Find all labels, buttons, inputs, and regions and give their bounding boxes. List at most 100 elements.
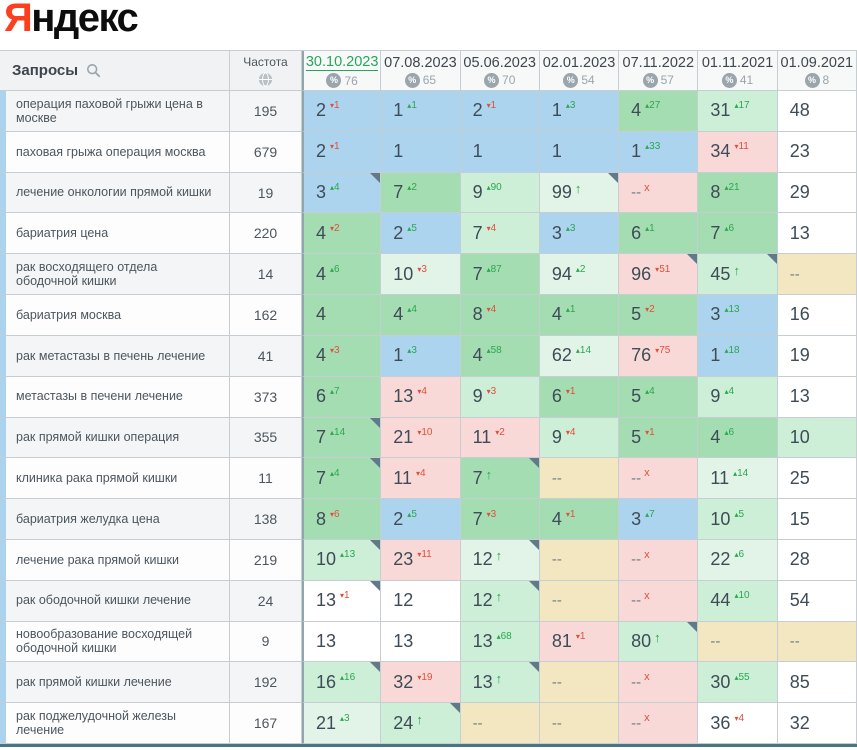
query-cell[interactable]: новообразование восходящей ободочной киш…	[0, 621, 230, 663]
position-cell[interactable]: 10 ▴5	[698, 499, 778, 540]
position-cell[interactable]: 1 ▴3	[381, 335, 461, 377]
position-cell[interactable]: 25	[777, 458, 857, 500]
position-cell[interactable]: 13 ▾1	[302, 580, 382, 622]
position-cell[interactable]: 62 ▴14	[539, 335, 620, 377]
position-cell[interactable]: 12	[381, 580, 461, 622]
position-cell[interactable]: 13 ▴68	[460, 621, 540, 663]
position-cell[interactable]: 10 ▾3	[381, 254, 461, 296]
position-cell[interactable]: 4	[302, 295, 382, 336]
query-cell[interactable]: рак ободочной кишки лечение	[0, 580, 230, 622]
position-cell[interactable]: 16 ▴16	[302, 662, 382, 704]
position-cell[interactable]: 7 ▴87	[460, 254, 540, 296]
position-cell[interactable]: -- x	[619, 172, 699, 214]
position-cell[interactable]: 28	[777, 539, 857, 581]
position-cell[interactable]: 11 ▾2	[460, 417, 540, 459]
position-cell[interactable]: 21 ▾10	[381, 417, 461, 459]
position-cell[interactable]: 3 ▴3	[539, 213, 620, 255]
position-cell[interactable]: 9 ▾4	[539, 417, 620, 459]
position-cell[interactable]: 16	[777, 295, 857, 336]
position-cell[interactable]: 36 ▾4	[698, 703, 778, 744]
position-cell[interactable]: --	[539, 580, 620, 622]
position-cell[interactable]: 34 ▾11	[698, 131, 778, 173]
position-cell[interactable]: 4 ▾3	[302, 335, 382, 377]
position-cell[interactable]: 32	[777, 703, 857, 744]
position-cell[interactable]: 2 ▴5	[381, 213, 461, 255]
position-cell[interactable]: 5 ▾2	[619, 295, 699, 336]
globe-icon[interactable]	[258, 71, 273, 87]
position-cell[interactable]: 54	[777, 580, 857, 622]
position-cell[interactable]: 94 ▴2	[539, 254, 620, 296]
query-cell[interactable]: рак прямой кишки операция	[0, 417, 230, 459]
query-cell[interactable]: клиника рака прямой кишки	[0, 458, 230, 500]
position-cell[interactable]: 8 ▾6	[302, 499, 382, 540]
position-cell[interactable]: 7 ▴4	[302, 458, 382, 500]
position-cell[interactable]: -- x	[619, 458, 699, 500]
position-cell[interactable]: 11 ▴14	[698, 458, 778, 500]
position-cell[interactable]: 4 ▴6	[698, 417, 778, 459]
position-cell[interactable]: 13	[777, 376, 857, 418]
date-column-link[interactable]: 07.08.2023	[384, 54, 457, 71]
position-cell[interactable]: 12 ↑	[460, 580, 540, 622]
position-cell[interactable]: 9 ▾3	[460, 376, 540, 418]
position-cell[interactable]: 13 ↑	[460, 662, 540, 704]
position-cell[interactable]: 3 ▴7	[619, 499, 699, 540]
position-cell[interactable]: 6 ▾1	[539, 376, 620, 418]
position-cell[interactable]: 21 ▴3	[302, 703, 382, 744]
position-cell[interactable]: 5 ▴4	[619, 376, 699, 418]
position-cell[interactable]: 11 ▾4	[381, 458, 461, 500]
position-cell[interactable]: 4 ▴58	[460, 335, 540, 377]
query-cell[interactable]: бариатрия цена	[0, 213, 230, 255]
position-cell[interactable]: 1 ▴18	[698, 335, 778, 377]
position-cell[interactable]: 4 ▴6	[302, 254, 382, 296]
position-cell[interactable]: 7 ▾4	[460, 213, 540, 255]
position-cell[interactable]: 44 ▴10	[698, 580, 778, 622]
position-cell[interactable]: 7 ▴2	[381, 172, 461, 214]
position-cell[interactable]: 4 ▴27	[619, 91, 699, 132]
position-cell[interactable]: 45 ↑	[698, 254, 778, 296]
position-cell[interactable]: 2 ▾1	[302, 131, 382, 173]
position-cell[interactable]: 1	[381, 131, 461, 173]
position-cell[interactable]: 23 ▾11	[381, 539, 461, 581]
position-cell[interactable]: 15	[777, 499, 857, 540]
date-column-link[interactable]: 30.10.2023	[305, 54, 379, 71]
position-cell[interactable]: 9 ▴90	[460, 172, 540, 214]
position-cell[interactable]: 5 ▾1	[619, 417, 699, 459]
position-cell[interactable]: 2 ▾1	[302, 91, 382, 132]
query-cell[interactable]: рак поджелудочной железы лечение	[0, 703, 230, 744]
position-cell[interactable]: 1 ▴1	[381, 91, 461, 132]
position-cell[interactable]: 9 ▴4	[698, 376, 778, 418]
position-cell[interactable]: --	[539, 703, 620, 744]
position-cell[interactable]: --	[539, 662, 620, 704]
position-cell[interactable]: 1 ▴3	[539, 91, 620, 132]
date-column-link[interactable]: 02.01.2023	[542, 54, 616, 71]
position-cell[interactable]: 76 ▾75	[619, 335, 699, 377]
query-cell[interactable]: рак восходящего отдела ободочной кишки	[0, 254, 230, 296]
position-cell[interactable]: 1	[539, 131, 620, 173]
query-cell[interactable]: рак прямой кишки лечение	[0, 662, 230, 704]
position-cell[interactable]: 7 ▴14	[302, 417, 382, 459]
position-cell[interactable]: 24 ↑	[381, 703, 461, 744]
position-cell[interactable]: 19	[777, 335, 857, 377]
query-cell[interactable]: паховая грыжа операция москва	[0, 131, 230, 173]
position-cell[interactable]: 48	[777, 91, 857, 132]
position-cell[interactable]: --	[539, 539, 620, 581]
date-column-link[interactable]: 05.06.2023	[463, 54, 536, 71]
position-cell[interactable]: 10 ▴13	[302, 539, 382, 581]
position-cell[interactable]: 13	[777, 213, 857, 255]
position-cell[interactable]: -- x	[619, 539, 699, 581]
position-cell[interactable]: 6 ▴1	[619, 213, 699, 255]
position-cell[interactable]: 81 ▾1	[539, 621, 620, 663]
position-cell[interactable]: 80 ↑	[619, 621, 699, 663]
position-cell[interactable]: 7 ▾3	[460, 499, 540, 540]
query-cell[interactable]: лечение рака прямой кишки	[0, 539, 230, 581]
position-cell[interactable]: --	[777, 621, 857, 663]
position-cell[interactable]: 4 ▴1	[539, 295, 620, 336]
position-cell[interactable]: 23	[777, 131, 857, 173]
position-cell[interactable]: 8 ▾4	[460, 295, 540, 336]
query-cell[interactable]: метастазы в печени лечение	[0, 376, 230, 418]
position-cell[interactable]: 4 ▾2	[302, 213, 382, 255]
position-cell[interactable]: 29	[777, 172, 857, 214]
position-cell[interactable]: --	[698, 621, 778, 663]
position-cell[interactable]: 3 ▴4	[302, 172, 382, 214]
search-icon[interactable]	[86, 63, 101, 78]
